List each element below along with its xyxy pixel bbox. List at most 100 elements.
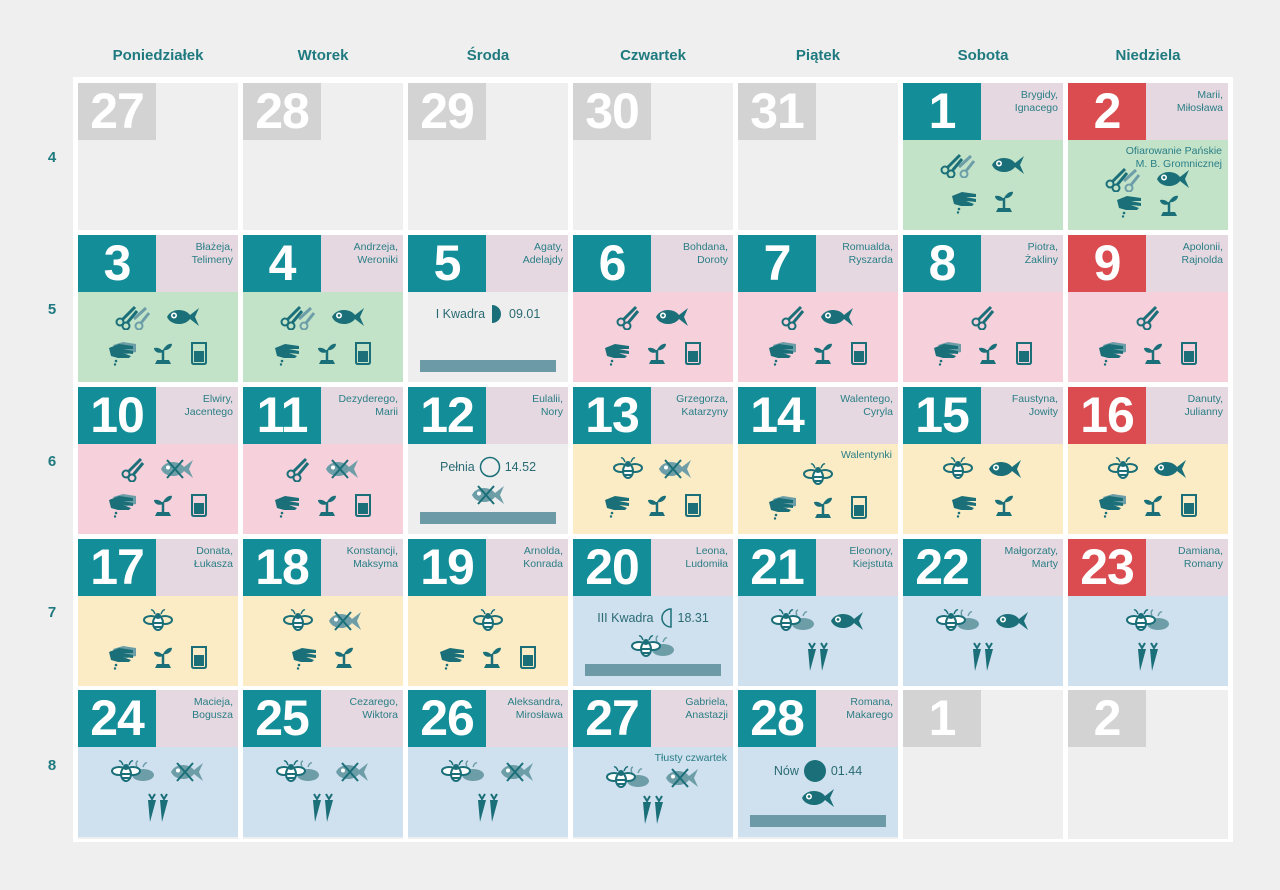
sowing-hand-icon (950, 188, 978, 214)
day-cell[interactable]: 8 Piotra, Żakliny (903, 235, 1063, 382)
double-bee-icon (441, 759, 485, 785)
no-fish-icon (499, 759, 535, 785)
day-cell[interactable]: 20 Leona, Ludomiła III Kwadra 18.31 (573, 539, 733, 686)
day-number: 22 (903, 539, 981, 596)
day-number: 3 (78, 235, 156, 292)
name-day: Danuty, Julianny (1146, 387, 1228, 444)
day-number: 11 (243, 387, 321, 444)
sprout-icon (480, 644, 504, 670)
icon-row (573, 795, 733, 824)
moon-phase-label: Pełnia (439, 460, 475, 474)
day-number: 21 (738, 539, 816, 596)
sprout-icon (976, 340, 1000, 366)
day-cell[interactable]: 16 Danuty, Julianny (1068, 387, 1228, 534)
day-cell[interactable]: 7 Romualda, Ryszarda (738, 235, 898, 382)
name-day: Faustyna, Jowity (981, 387, 1063, 444)
day-cell[interactable]: 27 Gabriela, Anastazji Tłusty czwartek (573, 690, 733, 839)
jar-icon (849, 340, 869, 366)
moon-phase-time: 14.52 (504, 460, 537, 474)
double-sowing-hand-icon (107, 340, 137, 366)
day-cell[interactable]: 9 Apolonii, Rajnolda (1068, 235, 1228, 382)
day-cell[interactable]: 2 Marii, Miłosława Ofiarowanie Pańskie M. B.… (1068, 83, 1228, 230)
icon-row (1068, 642, 1228, 671)
name-day: Małgorzaty, Marty (981, 539, 1063, 596)
day-cell[interactable]: 25 Cezarego, Wiktora (243, 690, 403, 839)
day-cell[interactable]: 21 Eleonory, Kiejstuta (738, 539, 898, 686)
name-day: Brygidy, Ignacego (981, 83, 1063, 140)
day-cell[interactable]: 14 Walentego, Cyryla Walentynki (738, 387, 898, 534)
day-cell[interactable]: 18 Konstancji, Maksyma (243, 539, 403, 686)
icon-row (738, 462, 898, 488)
carrots-icon (142, 793, 174, 822)
day-cell[interactable]: 23 Damiana, Romany (1068, 539, 1228, 686)
jar-icon (189, 492, 209, 518)
day-cell[interactable]: 5 Agaty, Adelajdy I Kwadra 09.01 (408, 235, 568, 382)
day-cell[interactable]: 3 Błażeja, Telimeny (78, 235, 238, 382)
day-cell[interactable]: 11 Dezyderego, Marii (243, 387, 403, 534)
no-fish-icon (327, 608, 363, 634)
week-number: 8 (47, 757, 57, 774)
scissors-icon (781, 304, 805, 330)
day-number: 1 (903, 690, 981, 747)
day-body (903, 596, 1063, 686)
day-cell[interactable]: 1 (903, 690, 1063, 839)
fish-icon (829, 608, 865, 634)
icon-row (903, 304, 1063, 330)
day-cell[interactable]: 29 (408, 83, 568, 230)
day-cell[interactable]: 17 Donata, Łukasza (78, 539, 238, 686)
icon-row (903, 492, 1063, 518)
name-day: Marii, Miłosława (1146, 83, 1228, 140)
name-day: Konstancji, Maksyma (321, 539, 403, 596)
day-cell[interactable]: 31 (738, 83, 898, 230)
icon-row (1068, 340, 1228, 366)
day-number: 7 (738, 235, 816, 292)
day-body (78, 596, 238, 686)
day-body (78, 747, 238, 837)
day-cell[interactable]: 15 Faustyna, Jowity (903, 387, 1063, 534)
sprout-icon (1141, 340, 1165, 366)
day-number: 9 (1068, 235, 1146, 292)
name-day: Grzegorza, Katarzyny (651, 387, 733, 444)
icon-row (78, 340, 238, 366)
day-cell[interactable]: 10 Elwiry, Jacentego (78, 387, 238, 534)
weekday-header-2: Środa (466, 47, 510, 64)
icon-row (903, 188, 1063, 214)
jar-icon (189, 644, 209, 670)
bee-icon (1108, 456, 1138, 482)
icon-row (903, 152, 1063, 178)
day-cell[interactable]: 6 Bohdana, Doroty (573, 235, 733, 382)
icon-row (78, 608, 238, 634)
icon-row (243, 492, 403, 518)
sprout-icon (645, 340, 669, 366)
day-cell[interactable]: 19 Arnolda, Konrada (408, 539, 568, 686)
day-cell[interactable]: 4 Andrzeja, Weroniki (243, 235, 403, 382)
scissors-icon (616, 304, 640, 330)
day-cell[interactable]: 30 (573, 83, 733, 230)
day-cell[interactable]: 13 Grzegorza, Katarzyny (573, 387, 733, 534)
day-body (78, 292, 238, 382)
day-cell[interactable]: 12 Eulalii, Nory Pełnia 14.52 (408, 387, 568, 534)
day-cell[interactable]: 28 Romana, Makarego Nów 01.44 (738, 690, 898, 839)
weekday-header-4: Piątek (795, 47, 841, 64)
day-cell[interactable]: 2 (1068, 690, 1228, 839)
day-cell[interactable]: 28 (243, 83, 403, 230)
icon-row (243, 608, 403, 634)
day-cell[interactable]: 27 (78, 83, 238, 230)
first-quarter-moon-icon (489, 304, 505, 324)
no-fish-icon (324, 456, 360, 482)
icon-row (243, 340, 403, 366)
sprout-icon (645, 492, 669, 518)
day-number: 25 (243, 690, 321, 747)
day-cell[interactable]: 24 Macieja, Bogusza (78, 690, 238, 839)
sprout-icon (151, 644, 175, 670)
jar-icon (683, 340, 703, 366)
moon-bar (585, 664, 721, 676)
scissors-icon (1136, 304, 1160, 330)
day-cell[interactable]: 26 Aleksandra, Mirosława (408, 690, 568, 839)
day-cell[interactable]: 22 Małgorzaty, Marty (903, 539, 1063, 686)
name-day: Dezyderego, Marii (321, 387, 403, 444)
jar-icon (353, 340, 373, 366)
sprout-icon (992, 492, 1016, 518)
sprout-icon (151, 492, 175, 518)
day-cell[interactable]: 1 Brygidy, Ignacego (903, 83, 1063, 230)
